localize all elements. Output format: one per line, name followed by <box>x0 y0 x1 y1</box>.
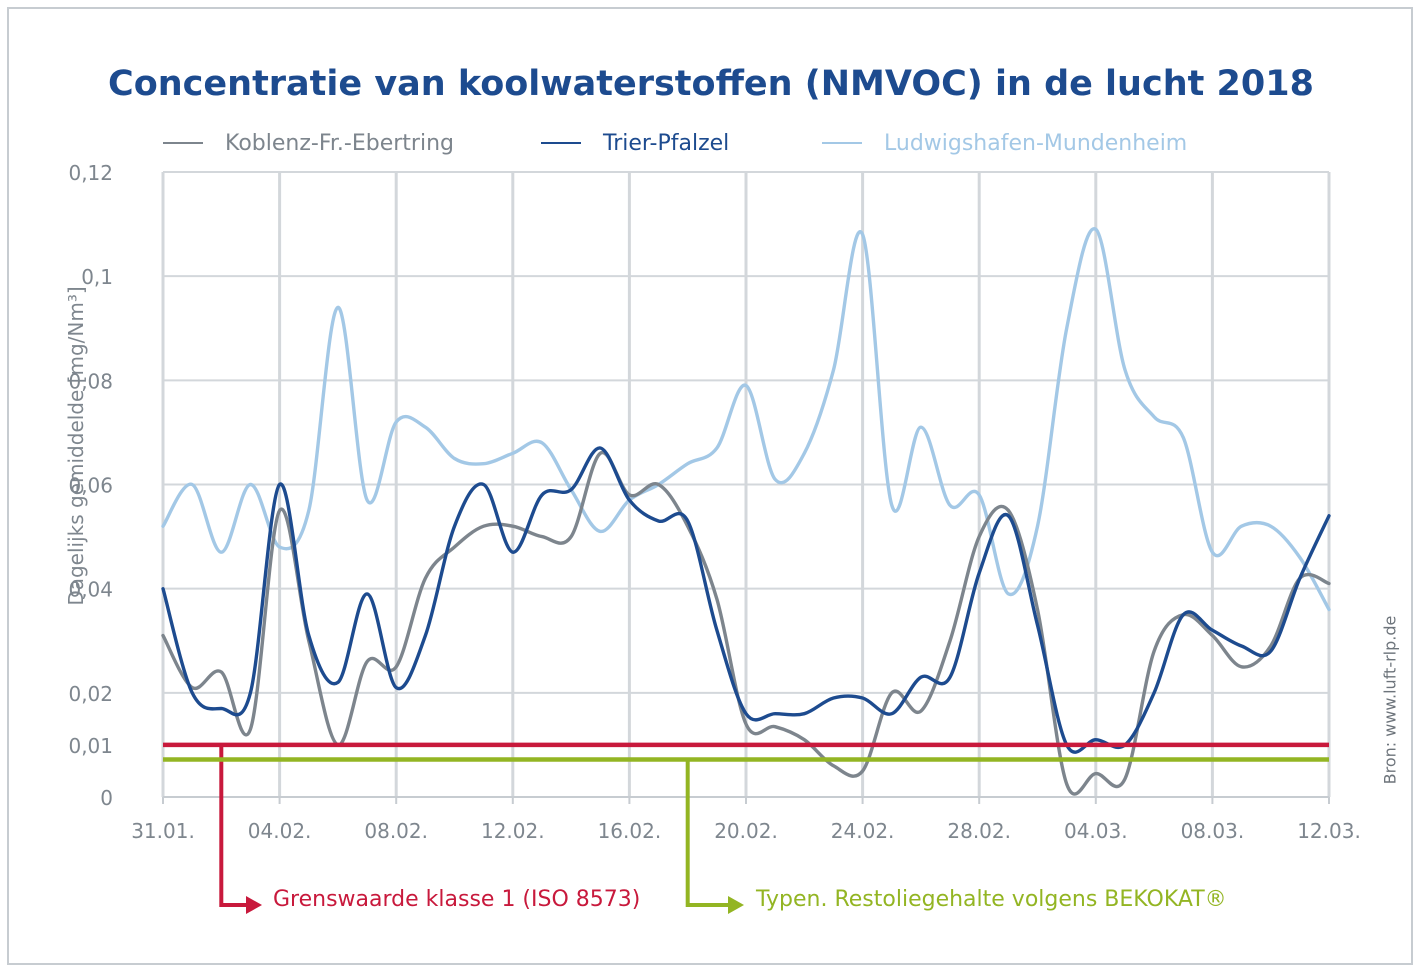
x-tick-label: 24.02. <box>831 819 895 843</box>
y-tick-label: 0,04 <box>68 578 113 602</box>
y-tick-label: 0,02 <box>68 682 113 706</box>
y-tick-label: 0,08 <box>68 369 113 393</box>
y-tick-label: 0,12 <box>68 161 113 185</box>
legend-swatch-trier <box>541 142 581 144</box>
chart-title: Concentratie van koolwaterstoffen (NMVOC… <box>108 64 1314 104</box>
arrow-head-icon <box>728 896 744 914</box>
legend-item-ludwigshafen: Ludwigshafen-Mundenheim <box>822 128 1187 158</box>
legend-item-koblenz: Koblenz-Fr.-Ebertring <box>163 128 454 158</box>
reference-label-bekokat: Typen. Restoliegehalte volgens BEKOKAT® <box>756 887 1227 912</box>
legend-label-ludwigshafen: Ludwigshafen-Mundenheim <box>884 130 1188 156</box>
x-tick-label: 20.02. <box>714 819 778 843</box>
reference-line-bekokat-connector <box>685 759 730 907</box>
legend-swatch-koblenz <box>163 142 203 144</box>
grid-lines <box>161 171 1331 804</box>
x-tick-label: 12.02. <box>481 819 545 843</box>
legend-swatch-ludwigshafen <box>822 142 862 144</box>
y-tick-labels: 0 0,01 0,02 0,04 0,06 0,08 0,1 0,12 <box>68 161 113 810</box>
y-tick-label: 0,01 <box>68 734 113 758</box>
x-tick-label: 04.02. <box>248 819 312 843</box>
x-tick-label: 28.02. <box>947 819 1011 843</box>
legend-label-trier: Trier-Pfalzel <box>603 130 730 156</box>
x-tick-labels: 31.01. 04.02. 08.02. 12.02. 16.02. 20.02. 24.0… <box>131 819 1361 843</box>
x-tick-label: 31.01. <box>131 819 195 843</box>
legend-label-koblenz: Koblenz-Fr.-Ebertring <box>225 130 454 156</box>
arrow-head-icon <box>246 896 262 914</box>
x-tick-label: 16.02. <box>598 819 662 843</box>
x-tick-label: 04.03. <box>1064 819 1128 843</box>
y-tick-label: 0,1 <box>81 265 113 289</box>
y-tick-label: 0 <box>100 786 113 810</box>
y-tick-label: 0,06 <box>68 474 113 498</box>
series-line-ludwigshafen <box>161 227 1331 612</box>
reference-lines <box>163 742 1329 914</box>
legend-item-trier: Trier-Pfalzel <box>541 128 729 158</box>
x-tick-label: 08.02. <box>364 819 428 843</box>
reference-label-iso: Grenswaarde klasse 1 (ISO 8573) <box>273 887 641 912</box>
x-tick-label: 08.03. <box>1181 819 1245 843</box>
chart-frame <box>7 7 1413 965</box>
reference-line-iso-connector <box>219 744 248 907</box>
x-tick-label: 12.03. <box>1297 819 1361 843</box>
